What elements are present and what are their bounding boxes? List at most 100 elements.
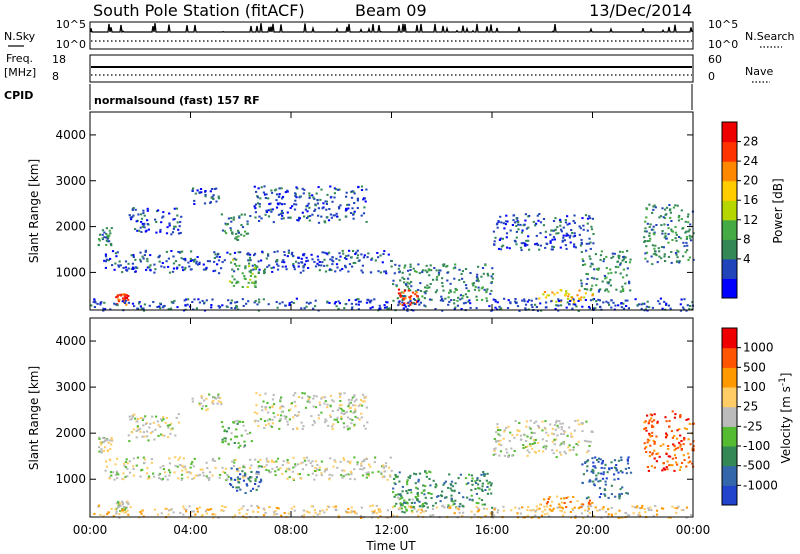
power-echo-cell: [162, 215, 165, 218]
power-echo-cell: [676, 249, 679, 252]
velocity-echo-cell: [204, 510, 207, 513]
power-echo-cell: [477, 280, 480, 283]
power-echo-cell: [648, 234, 651, 237]
velocity-echo-cell: [328, 473, 331, 476]
velocity-echo-cell: [222, 470, 225, 473]
power-echo-cell: [406, 285, 409, 288]
power-echo-cell: [554, 228, 557, 231]
power-echo-cell: [230, 299, 233, 302]
power-echo-cell: [426, 271, 429, 274]
power-echo-cell: [204, 268, 207, 271]
power-echo-cell: [144, 250, 147, 253]
power-echo-cell: [348, 263, 352, 266]
velocity-ytick-label: 4000: [55, 334, 86, 348]
velocity-echo-cell: [205, 405, 208, 408]
power-echo-cell: [230, 220, 233, 223]
velocity-echo-cell: [310, 505, 313, 508]
power-echo-cell: [185, 298, 188, 301]
velocity-echo-cell: [180, 473, 184, 476]
power-echo-cell: [560, 299, 563, 302]
velocity-echo-cell: [347, 507, 350, 510]
velocity-echo-cell: [676, 437, 679, 440]
velocity-echo-cell: [607, 496, 610, 499]
velocity-echo-cell: [574, 419, 577, 422]
velocity-echo-cell: [533, 432, 536, 435]
power-echo-cell: [557, 300, 561, 302]
velocity-echo-cell: [305, 510, 308, 513]
velocity-echo-cell: [315, 395, 318, 398]
velocity-echo-cell: [363, 400, 366, 403]
power-echo-cell: [323, 220, 326, 223]
velocity-echo-cell: [365, 406, 368, 409]
power-echo-cell: [395, 285, 398, 288]
power-echo-cell: [115, 296, 118, 299]
power-echo-cell: [358, 259, 361, 262]
velocity-echo-cell: [100, 448, 103, 451]
power-echo-cell: [104, 266, 107, 269]
power-echo-cell: [254, 211, 257, 214]
velocity-echo-cell: [312, 405, 315, 408]
velocity-echo-cell: [598, 496, 601, 499]
power-echo-cell: [333, 214, 336, 217]
velocity-echo-cell: [373, 509, 376, 512]
velocity-echo-cell: [591, 501, 594, 504]
power-echo-cell: [351, 207, 354, 210]
velocity-echo-cell: [655, 509, 659, 512]
velocity-echo-cell: [219, 401, 223, 404]
power-echo-cell: [180, 215, 183, 218]
velocity-echo-cell: [470, 516, 473, 519]
power-echo-cell: [689, 239, 693, 242]
power-echo-cell: [104, 255, 108, 258]
power-echo-cell: [424, 286, 427, 289]
power-echo-cell: [216, 253, 219, 256]
velocity-echo-cell: [141, 509, 144, 512]
velocity-echo-cell: [513, 450, 516, 452]
power-echo-cell: [421, 271, 424, 274]
power-echo-cell: [173, 218, 176, 220]
velocity-echo-cell: [633, 506, 636, 509]
velocity-echo-cell: [359, 514, 362, 517]
velocity-echo-cell: [685, 418, 688, 421]
power-echo-cell: [628, 282, 631, 285]
power-echo-cell: [270, 267, 273, 270]
velocity-echo-cell: [343, 426, 346, 429]
velocity-echo-cell: [108, 477, 111, 480]
power-echo-cell: [99, 233, 102, 236]
velocity-echo-cell: [265, 464, 268, 467]
velocity-echo-cell: [143, 435, 146, 438]
power-echo-cell: [649, 237, 652, 240]
velocity-echo-cell: [272, 412, 275, 415]
power-echo-cell: [231, 275, 234, 278]
velocity-echo-cell: [198, 473, 202, 476]
velocity-echo-cell: [329, 416, 332, 418]
power-echo-cell: [285, 268, 288, 271]
velocity-echo-cell: [169, 432, 172, 435]
velocity-echo-cell: [385, 462, 388, 465]
velocity-echo-cell: [409, 474, 412, 477]
power-echo-cell: [212, 194, 215, 197]
power-echo-cell: [497, 220, 500, 222]
power-echo-cell: [565, 232, 568, 235]
velocity-echo-cell: [506, 451, 509, 454]
velocity-echo-cell: [475, 505, 478, 508]
power-echo-cell: [353, 202, 356, 204]
power-echo-cell: [490, 275, 493, 278]
velocity-echo-cell: [122, 508, 125, 511]
power-echo-cell: [173, 299, 176, 302]
power-echo-cell: [676, 256, 679, 259]
power-echo-cell: [131, 262, 134, 265]
power-echo-cell: [278, 187, 281, 190]
velocity-echo-cell: [139, 430, 142, 433]
power-echo-cell: [535, 234, 538, 237]
velocity-echo-cell: [201, 405, 205, 408]
velocity-echo-cell: [687, 456, 691, 459]
power-echo-cell: [441, 277, 444, 280]
velocity-echo-cell: [374, 456, 377, 459]
velocity-echo-cell: [194, 513, 197, 516]
nsky-panel: [89, 21, 694, 50]
power-echo-cell: [500, 221, 503, 224]
velocity-echo-cell: [499, 429, 502, 432]
velocity-echo-cell: [529, 444, 532, 447]
power-echo-cell: [134, 266, 137, 269]
power-echo-cell: [416, 294, 419, 297]
